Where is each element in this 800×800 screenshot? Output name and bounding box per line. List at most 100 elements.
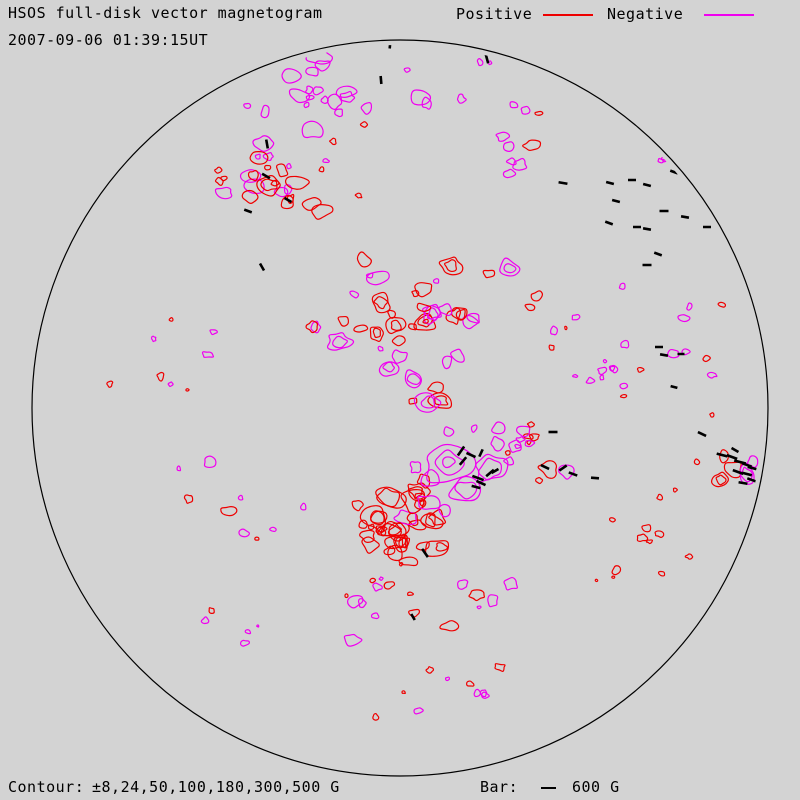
contour-blob: [337, 315, 350, 327]
transverse-field-bar: [670, 384, 678, 390]
contour-blob: [185, 388, 190, 392]
contour-blob: [656, 493, 664, 501]
contour-blob: [208, 607, 215, 614]
contour-blob: [254, 536, 260, 541]
contour-blob: [404, 369, 422, 389]
contour-blob: [499, 257, 521, 277]
contour-blob: [747, 455, 759, 469]
contour-blob: [466, 312, 480, 324]
contour-blob: [504, 450, 511, 456]
contour-blob: [420, 513, 444, 530]
contour-blob: [214, 166, 223, 174]
contour-blob: [238, 528, 250, 538]
contour-blob: [482, 269, 496, 279]
transverse-field-bar: [458, 456, 468, 466]
contour-blob: [322, 158, 330, 164]
contour-blob: [522, 139, 542, 151]
contour-blob: [280, 194, 294, 210]
contour-blob: [360, 102, 373, 115]
contour-blob: [256, 624, 260, 628]
contour-blob: [329, 137, 337, 146]
contour-blob: [434, 449, 465, 476]
contour-blob: [301, 197, 322, 211]
contour-blob: [502, 141, 515, 152]
contour-blob: [260, 178, 278, 192]
contour-blob: [438, 503, 451, 518]
contour-blob: [281, 68, 302, 84]
contour-blob: [220, 175, 228, 182]
contour-blob: [686, 302, 693, 311]
contour-blob: [249, 151, 269, 165]
contour-blob: [256, 175, 281, 197]
contour-blob: [434, 395, 449, 406]
contour-blob: [305, 94, 315, 101]
contour-blob: [417, 495, 441, 510]
contour-blob: [301, 120, 324, 139]
contour-blob: [427, 392, 453, 409]
contour-blob: [300, 502, 307, 511]
contour-blob: [203, 455, 217, 469]
transverse-field-bar: [604, 220, 614, 226]
contour-blob: [370, 612, 380, 620]
contour-blob: [387, 309, 397, 319]
contour-blob: [378, 576, 384, 581]
transverse-field-bar: [485, 468, 495, 478]
contour-blob: [239, 169, 262, 183]
transverse-field-bar: [730, 446, 740, 454]
contour-blob: [717, 301, 727, 308]
contour-blob: [480, 691, 490, 699]
observation-timestamp: 2007-09-06 01:39:15UT: [8, 31, 209, 49]
contour-blob: [524, 439, 536, 448]
contour-blob: [326, 332, 355, 351]
contour-blob: [520, 105, 531, 115]
contour-blob: [344, 593, 349, 599]
contour-blob: [425, 666, 435, 674]
transverse-field-bar: [478, 448, 484, 458]
transverse-field-bar: [697, 430, 707, 438]
contour-blob: [406, 373, 422, 386]
contour-blob: [400, 489, 426, 515]
contour-blob: [361, 536, 380, 554]
contour-blob: [354, 192, 363, 199]
contour-blob: [349, 290, 360, 299]
contour-blob: [167, 381, 174, 388]
contour-blob: [413, 392, 442, 413]
contour-blob: [645, 539, 654, 545]
contour-blob: [260, 104, 270, 119]
contour-blob: [468, 589, 485, 602]
contour-blob: [509, 101, 519, 109]
contour-blob: [283, 184, 293, 195]
plot-title: HSOS full-disk vector magnetogram: [8, 4, 323, 22]
contour-blob: [491, 421, 506, 435]
contour-blob: [636, 366, 645, 373]
contour-blob: [320, 95, 329, 104]
contour-blob: [438, 256, 464, 276]
contour-blob: [413, 707, 424, 715]
contour-blob: [537, 460, 558, 479]
contour-blob: [505, 157, 517, 166]
transverse-field-bar: [558, 180, 568, 186]
contour-blob: [376, 487, 401, 508]
contour-blob: [241, 189, 259, 204]
contour-blob: [409, 461, 422, 474]
contour-blob: [243, 178, 265, 195]
contour-blob: [445, 307, 462, 325]
contour-blob: [369, 326, 384, 342]
contour-blob: [356, 251, 372, 268]
contour-blob: [156, 371, 165, 382]
transverse-field-bar: [490, 467, 500, 475]
contour-blob: [515, 425, 531, 438]
contour-blob: [535, 476, 544, 485]
contour-blob: [339, 90, 356, 103]
contour-blob: [657, 157, 664, 164]
contour-blob: [572, 374, 579, 379]
transverse-field-bar: [475, 479, 487, 487]
contour-blob: [347, 595, 364, 609]
transverse-field-bar: [611, 198, 621, 204]
transverse-field-bar: [465, 451, 477, 459]
contour-blob: [443, 426, 455, 437]
transverse-field-bar: [653, 251, 663, 257]
contour-blob: [407, 486, 423, 499]
contour-blob: [262, 152, 274, 162]
transverse-field-bar: [741, 462, 753, 468]
